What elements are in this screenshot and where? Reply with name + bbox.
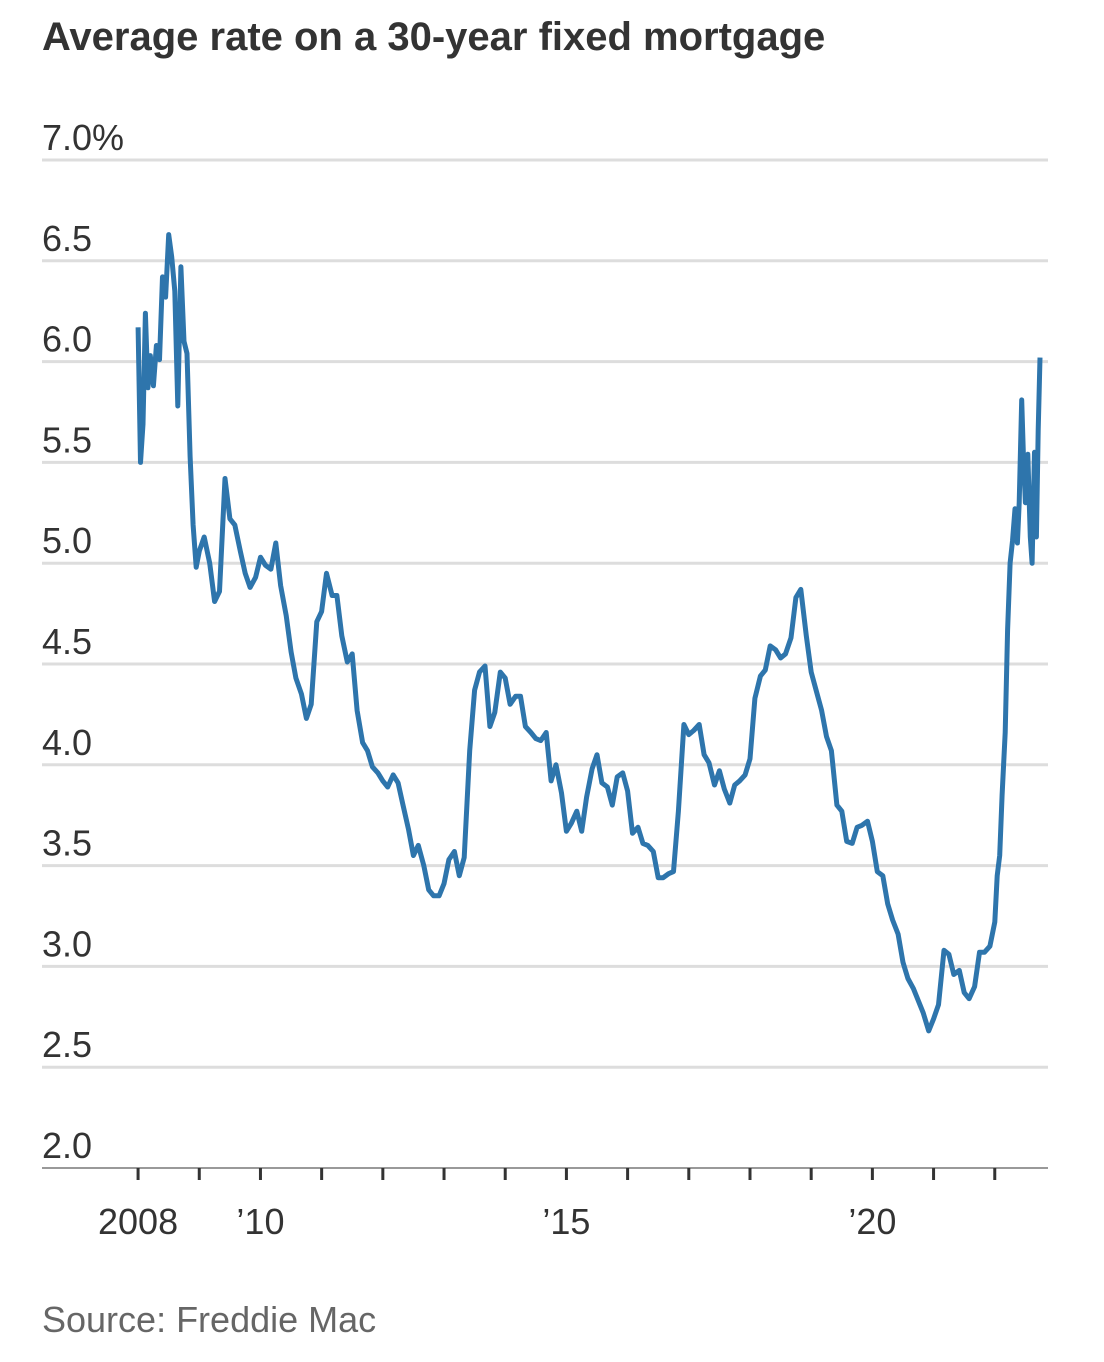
y-tick-label: 5.0 (42, 520, 92, 561)
y-tick-label: 7.0% (42, 117, 124, 158)
y-tick-label: 3.0 (42, 923, 92, 964)
x-tick-label: ’20 (848, 1201, 896, 1242)
x-tick-label: ’10 (236, 1201, 284, 1242)
y-tick-label: 2.0 (42, 1125, 92, 1166)
y-tick-label: 4.0 (42, 722, 92, 763)
y-tick-label: 6.5 (42, 218, 92, 259)
source: Source: Freddie Mac (42, 1299, 376, 1340)
x-tick-label: 2008 (98, 1201, 178, 1242)
y-tick-label: 6.0 (42, 319, 92, 360)
y-tick-label: 3.5 (42, 823, 92, 864)
data-line (135, 232, 1043, 1034)
y-tick-label: 4.5 (42, 621, 92, 662)
y-tick-label: 5.5 (42, 419, 92, 460)
x-tick-label: ’15 (542, 1201, 590, 1242)
chart-title: Average rate on a 30-year fixed mortgage (42, 15, 825, 59)
y-tick-label: 2.5 (42, 1024, 92, 1065)
